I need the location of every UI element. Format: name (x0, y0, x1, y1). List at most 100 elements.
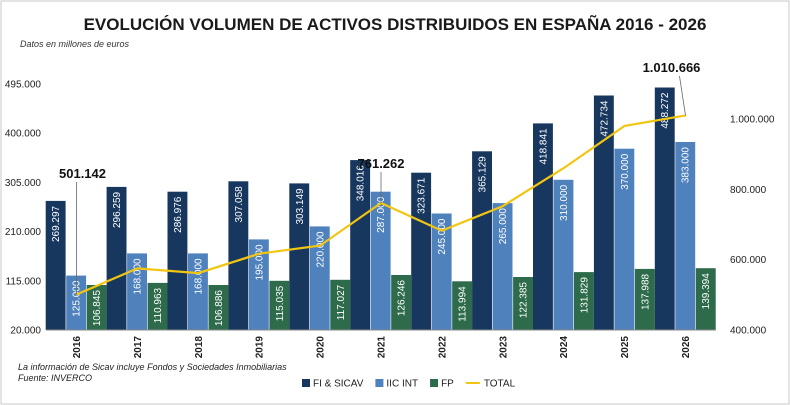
legend-item-total: TOTAL (465, 379, 516, 390)
bar-fp-2018 (208, 285, 229, 330)
total-point-2025 (623, 125, 626, 127)
bar-iic-int-2022 (431, 213, 452, 330)
bar-iic-int-2021 (370, 191, 391, 330)
bar-value-label: 296.259 (112, 191, 123, 228)
callout-label-2026: 1.010.666 (643, 60, 701, 75)
chart-title: EVOLUCIÓN VOLUMEN DE ACTIVOS DISTRIBUIDO… (84, 14, 707, 34)
y-left-tick-label: 115.000 (6, 276, 42, 287)
bar-value-label: 307.058 (234, 186, 245, 223)
legend-item-iic-int: IIC INT (375, 379, 418, 390)
legend-swatch (375, 379, 384, 387)
bars: 269.297 125.000 106.845 296.259 168.000 110.9… (45, 87, 716, 331)
bar-fp-2019 (269, 280, 290, 330)
y-right-tick-label: 800.000 (730, 185, 767, 196)
bar-fi-sicav-2026 (654, 87, 675, 330)
bar-fi-sicav-2020 (289, 183, 310, 330)
legend: FI & SICAV IIC INT FP TOTAL (302, 379, 516, 390)
bar-fi-sicav-2018 (167, 191, 188, 330)
callout-label-2021: 761.262 (358, 156, 405, 171)
bar-iic-int-2025 (614, 148, 635, 330)
bar-value-label: 348.016 (356, 165, 367, 202)
bar-value-label: 139.394 (701, 273, 712, 310)
y-right-tick-label: 400.000 (730, 326, 767, 337)
bar-fp-2023 (513, 277, 533, 330)
bar-fi-sicav-2017 (106, 186, 127, 330)
callout-leader-2026 (679, 75, 686, 116)
total-point-2017 (136, 267, 139, 270)
bar-value-label: 310.000 (559, 184, 570, 221)
total-point-2023 (502, 205, 504, 207)
legend-item-fp: FP (430, 379, 454, 390)
bar-value-label: 110.963 (153, 287, 164, 323)
bar-iic-int-2016 (66, 275, 87, 330)
bar-iic-int-2026 (675, 142, 696, 330)
y-right-tick-label: 600.000 (730, 255, 767, 266)
x-tick-label: 2023 (498, 336, 509, 359)
legend-item-fi-sicav: FI & SICAV (302, 379, 364, 390)
chart-subtitle: Datos en millones de euros (20, 39, 130, 49)
bar-value-label: 488.272 (660, 92, 671, 129)
bar-fp-2017 (147, 282, 168, 330)
axes: 20.000 115.000 210.000 305.000 400.000 495.00… (5, 80, 775, 359)
bar-value-label: 106.886 (214, 290, 225, 327)
bar-fi-sicav-2022 (411, 172, 432, 330)
bar-fp-2024 (574, 272, 594, 330)
total-point-2019 (258, 252, 261, 255)
bar-value-label: 115.035 (275, 285, 286, 321)
total-point-2024 (562, 167, 565, 169)
y-left-tick-label: 305.000 (5, 178, 42, 189)
bar-fp-2025 (634, 268, 655, 330)
bar-value-label: 303.149 (295, 188, 306, 225)
legend-label: FI & SICAV (313, 379, 364, 390)
footnote: La información de Sicav incluye Fondos y… (18, 362, 287, 372)
bar-value-label: 122.385 (519, 282, 530, 319)
bar-fi-sicav-2025 (593, 95, 614, 330)
legend-swatch (430, 379, 439, 387)
y-left-tick-label: 20.000 (10, 326, 41, 337)
bar-fp-2022 (452, 281, 473, 330)
x-tick-label: 2017 (133, 336, 144, 359)
bar-value-label: 125.000 (72, 280, 83, 317)
bar-value-label: 131.829 (579, 277, 590, 314)
bar-value-label: 137.988 (640, 273, 651, 310)
bar-fp-2021 (391, 275, 412, 330)
x-tick-label: 2026 (681, 336, 692, 359)
bar-value-label: 106.845 (92, 290, 103, 327)
bar-iic-int-2017 (127, 253, 147, 330)
bar-value-label: 265.000 (498, 208, 509, 245)
x-tick-label: 2020 (316, 336, 327, 359)
legend-label: IIC INT (386, 379, 418, 390)
bar-fp-2020 (330, 279, 351, 330)
bar-value-label: 168.000 (194, 258, 205, 295)
y-right-tick-label: 1.000.000 (730, 115, 775, 126)
callout-label-2016: 501.142 (59, 166, 106, 181)
bar-value-label: 245.000 (437, 218, 448, 255)
bar-fi-sicav-2019 (228, 181, 249, 330)
bar-value-label: 195.000 (254, 244, 265, 281)
total-point-2020 (319, 244, 321, 247)
bar-value-label: 113.994 (458, 286, 469, 322)
total-point-2018 (197, 272, 200, 274)
x-tick-label: 2024 (559, 336, 570, 359)
source-note: Fuente: INVERCO (18, 373, 92, 383)
bar-iic-int-2019 (248, 239, 269, 330)
bar-value-label: 418.841 (538, 128, 549, 165)
y-left-tick-label: 495.000 (5, 80, 42, 91)
bar-iic-int-2024 (553, 179, 574, 330)
bar-value-label: 220.000 (315, 231, 326, 268)
bar-value-label: 126.246 (397, 280, 408, 317)
bar-iic-int-2023 (492, 203, 513, 330)
y-left-tick-label: 210.000 (5, 227, 42, 238)
bar-fp-2016 (86, 285, 107, 330)
bar-value-label: 323.671 (417, 177, 428, 214)
x-tick-label: 2022 (437, 336, 448, 359)
x-tick-label: 2019 (255, 336, 266, 359)
bar-value-label: 269.297 (51, 205, 62, 242)
bar-value-label: 168.000 (133, 258, 144, 295)
bar-fi-sicav-2016 (45, 200, 66, 330)
y-left-tick-label: 400.000 (5, 129, 42, 140)
bar-value-label: 370.000 (620, 153, 631, 190)
total-point-2022 (441, 229, 443, 232)
bar-value-label: 365.129 (478, 156, 489, 193)
